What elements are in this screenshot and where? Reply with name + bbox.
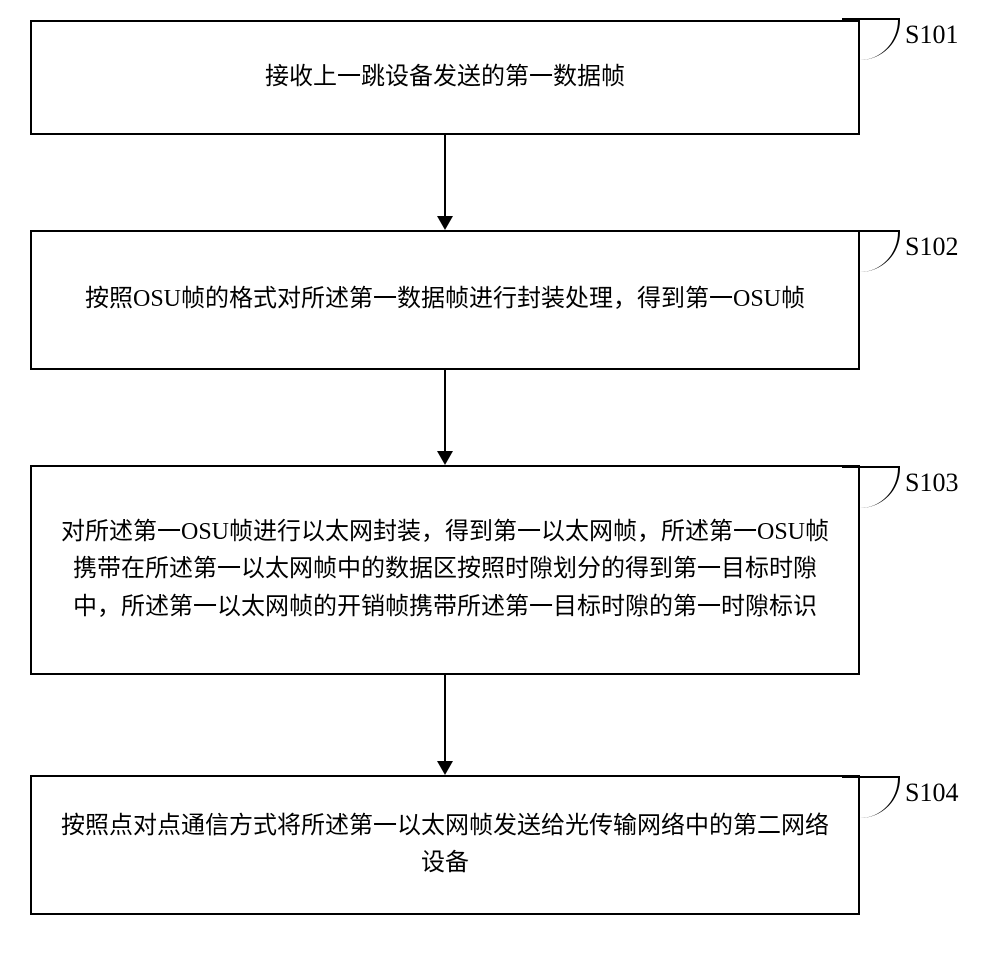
flow-node-text: 对所述第一OSU帧进行以太网封装，得到第一以太网帧，所述第一OSU帧携带在所述第…: [52, 514, 838, 626]
connector-s102: [842, 230, 900, 272]
arrow-head-0: [437, 216, 453, 230]
flow-node-s104: 按照点对点通信方式将所述第一以太网帧发送给光传输网络中的第二网络设备: [30, 775, 860, 915]
step-label-s104: S104: [905, 778, 958, 808]
arrow-head-2: [437, 761, 453, 775]
step-label-s102: S102: [905, 232, 958, 262]
flow-node-s101: 接收上一跳设备发送的第一数据帧: [30, 20, 860, 135]
arrow-head-1: [437, 451, 453, 465]
flow-node-text: 按照点对点通信方式将所述第一以太网帧发送给光传输网络中的第二网络设备: [52, 808, 838, 882]
arrow-line-1: [444, 370, 446, 452]
flow-node-s102: 按照OSU帧的格式对所述第一数据帧进行封装处理，得到第一OSU帧: [30, 230, 860, 370]
flow-node-s103: 对所述第一OSU帧进行以太网封装，得到第一以太网帧，所述第一OSU帧携带在所述第…: [30, 465, 860, 675]
connector-s103: [842, 466, 900, 508]
step-label-s101: S101: [905, 20, 958, 50]
flow-node-text: 按照OSU帧的格式对所述第一数据帧进行封装处理，得到第一OSU帧: [85, 281, 805, 318]
connector-s101: [842, 18, 900, 60]
step-label-s103: S103: [905, 468, 958, 498]
flow-node-text: 接收上一跳设备发送的第一数据帧: [265, 59, 625, 96]
connector-s104: [842, 776, 900, 818]
arrow-line-2: [444, 675, 446, 762]
arrow-line-0: [444, 135, 446, 217]
flowchart-container: 接收上一跳设备发送的第一数据帧 S101 按照OSU帧的格式对所述第一数据帧进行封装…: [0, 0, 1000, 957]
